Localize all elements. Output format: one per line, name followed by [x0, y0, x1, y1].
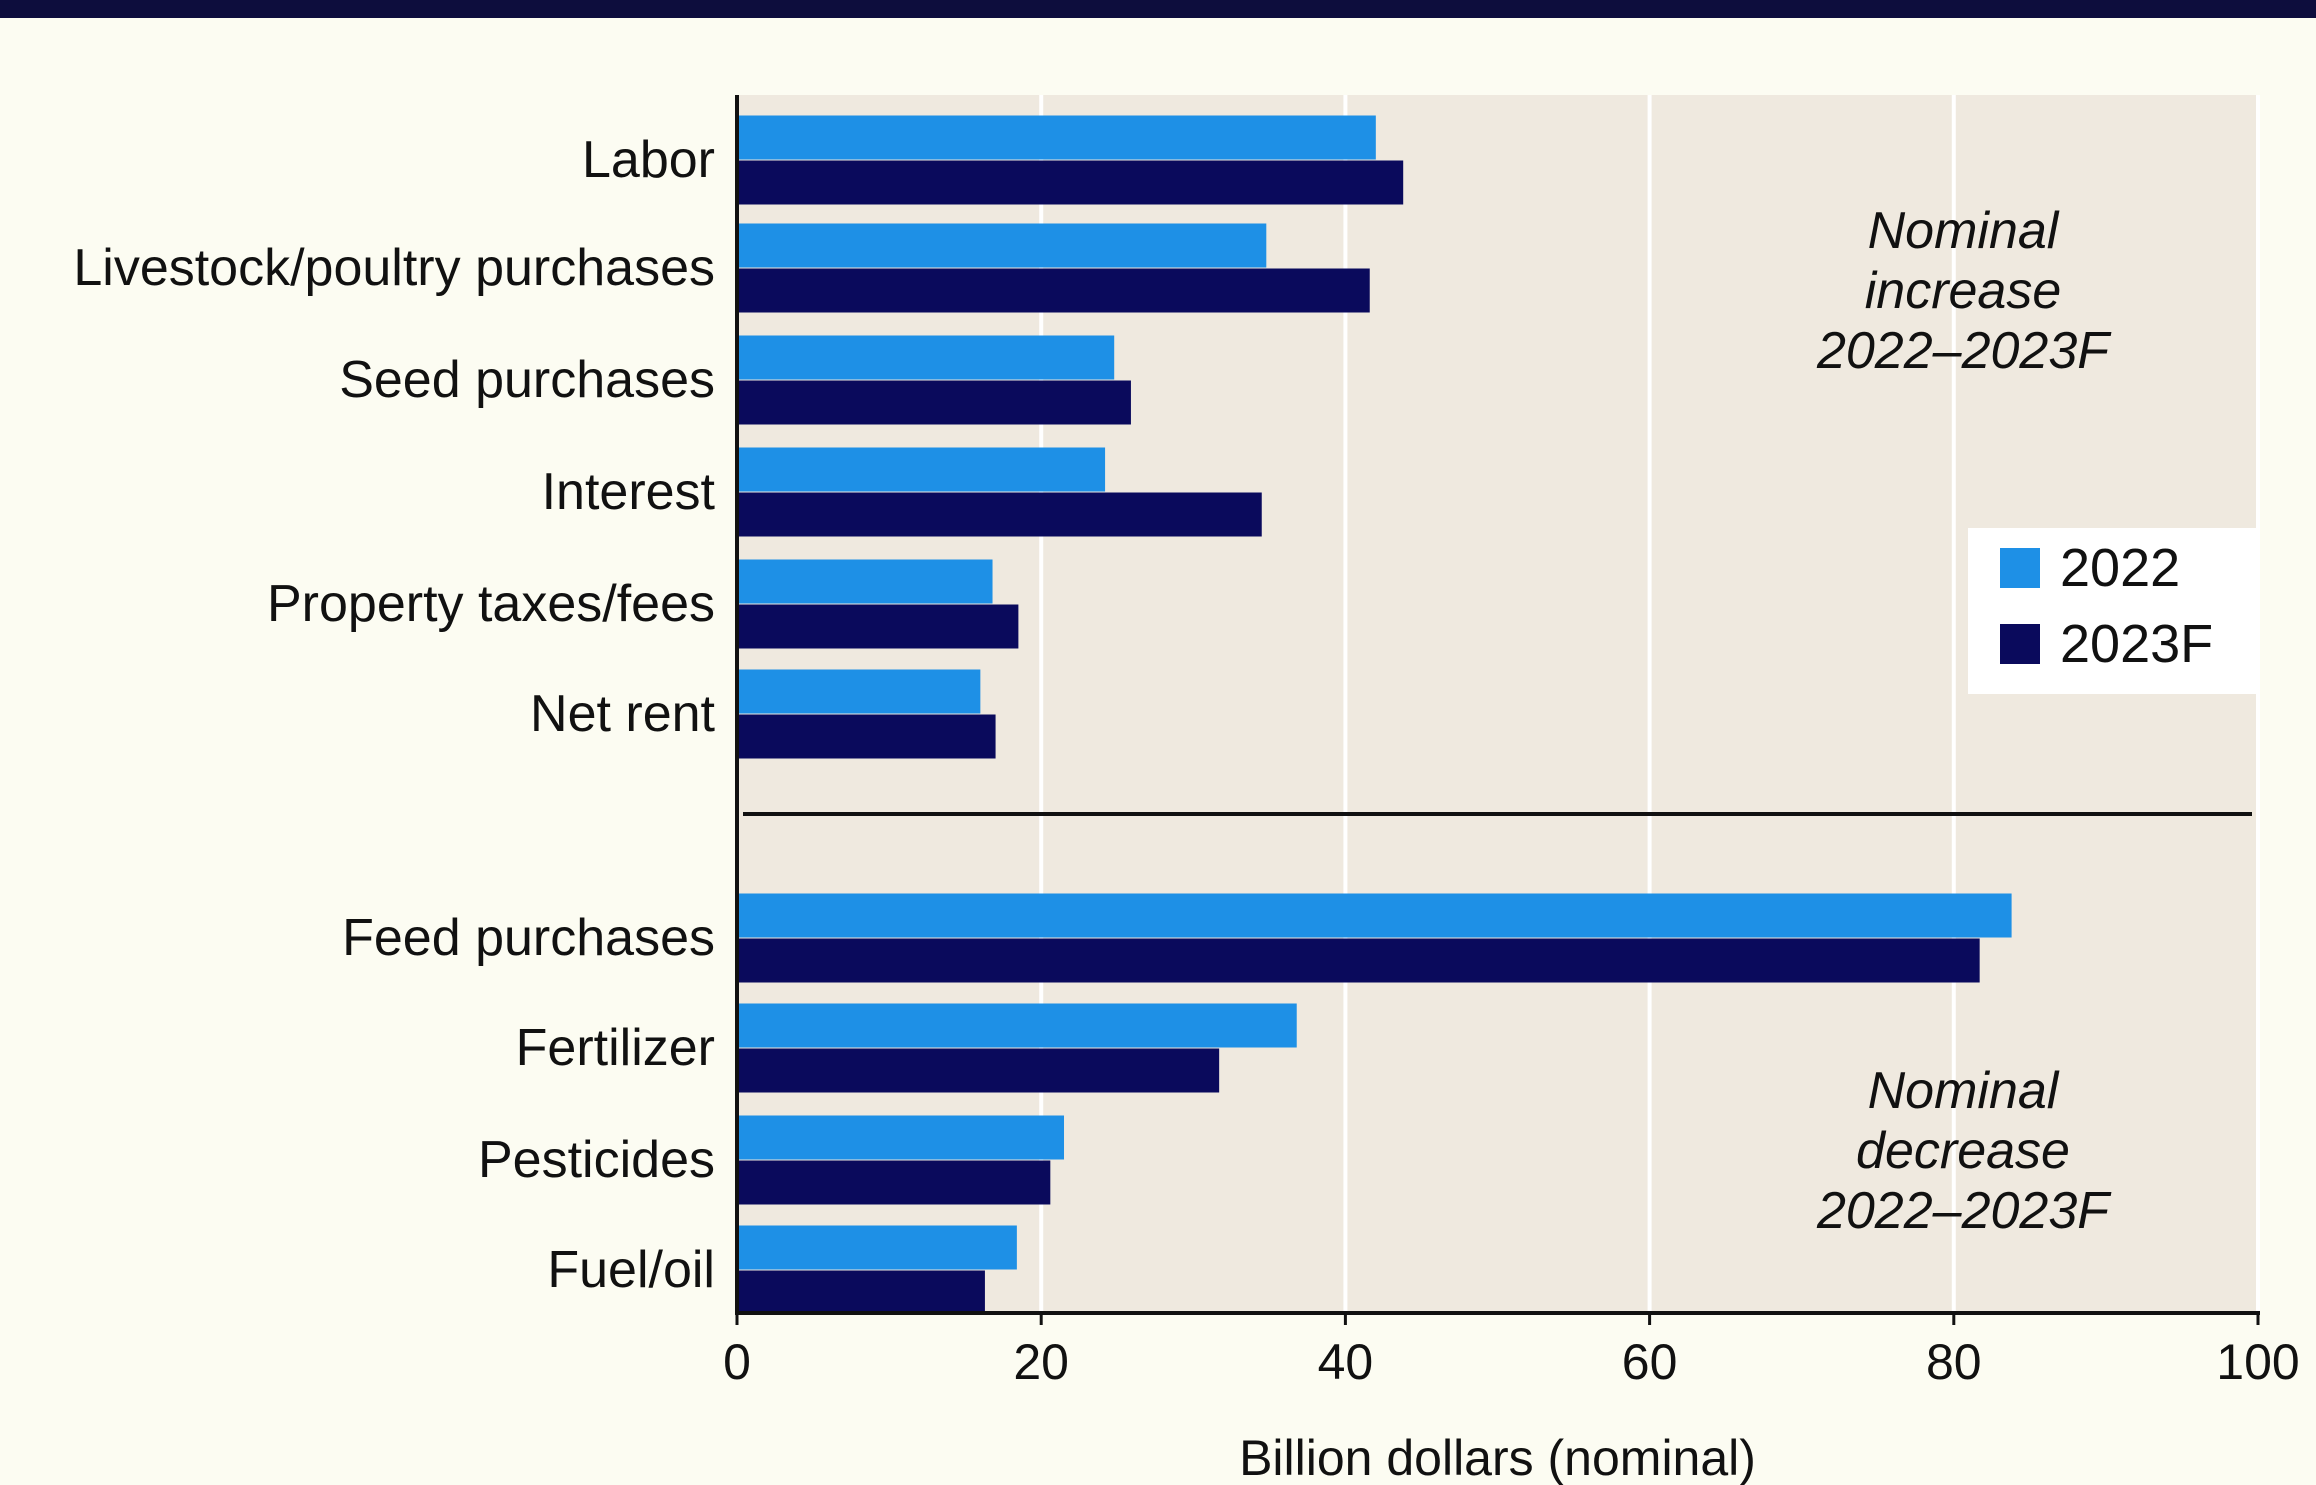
x-tick-label: 40 — [1318, 1334, 1374, 1390]
bar-2022-7 — [737, 1003, 1297, 1048]
bar-2022-9 — [737, 1225, 1017, 1270]
bar-2023F-8 — [737, 1160, 1051, 1205]
x-tick-label: 0 — [723, 1334, 751, 1390]
category-label: Fuel/oil — [547, 1241, 715, 1299]
group-annotation-line: Nominal — [1868, 202, 2060, 260]
bar-2022-0 — [737, 115, 1376, 160]
x-tick-label: 20 — [1013, 1334, 1069, 1390]
group-annotation-line: Nominal — [1868, 1062, 2060, 1120]
bar-2022-1 — [737, 223, 1267, 268]
top-frame-bar — [0, 0, 2316, 18]
legend-label: 2022 — [2060, 538, 2180, 598]
bar-2022-5 — [737, 669, 981, 714]
category-label: Fertilizer — [516, 1019, 715, 1077]
category-label: Property taxes/fees — [267, 575, 715, 633]
category-label: Net rent — [530, 685, 716, 743]
legend-swatch-2022 — [2000, 548, 2040, 588]
x-tick-label: 80 — [1926, 1334, 1982, 1390]
group-annotation-line: 2022–2023F — [1816, 322, 2112, 380]
category-label: Labor — [582, 131, 715, 189]
legend-swatch-2023F — [2000, 624, 2040, 664]
group-annotation-line: increase — [1865, 262, 2062, 320]
category-label: Feed purchases — [342, 909, 715, 967]
bars — [737, 115, 2012, 1315]
x-axis-title: Billion dollars (nominal) — [1239, 1430, 1756, 1485]
legend: 2022 2023F — [1968, 528, 2258, 694]
bar-2022-6 — [737, 893, 2012, 938]
legend-label: 2023F — [2060, 614, 2213, 674]
category-label: Pesticides — [478, 1131, 715, 1189]
bar-2023F-3 — [737, 492, 1262, 537]
bar-2022-4 — [737, 559, 993, 604]
group-annotation-line: 2022–2023F — [1816, 1182, 2112, 1240]
category-label: Seed purchases — [339, 351, 715, 409]
category-label: Livestock/poultry purchases — [73, 239, 715, 297]
axes — [735, 95, 2260, 1325]
bar-2023F-9 — [737, 1270, 985, 1315]
x-tick-label: 60 — [1622, 1334, 1678, 1390]
bar-2022-2 — [737, 335, 1115, 380]
group-annotations: Nominalincrease2022–2023FNominaldecrease… — [1816, 202, 2112, 1240]
bar-2022-8 — [737, 1115, 1065, 1160]
bar-2023F-0 — [737, 160, 1404, 205]
bar-2023F-6 — [737, 938, 1980, 983]
x-tick-labels: 0 20 40 60 80 100 — [723, 1334, 2300, 1390]
bar-2023F-7 — [737, 1048, 1220, 1093]
bar-2023F-1 — [737, 268, 1370, 313]
bar-2023F-4 — [737, 604, 1019, 649]
category-labels: Labor Livestock/poultry purchases Seed pur… — [73, 131, 715, 1299]
category-label: Interest — [542, 463, 716, 521]
bar-2022-3 — [737, 447, 1106, 492]
x-tick-label: 100 — [2216, 1334, 2299, 1390]
group-annotation-line: decrease — [1856, 1122, 2070, 1180]
bar-2023F-5 — [737, 714, 996, 759]
bar-2023F-2 — [737, 380, 1131, 425]
